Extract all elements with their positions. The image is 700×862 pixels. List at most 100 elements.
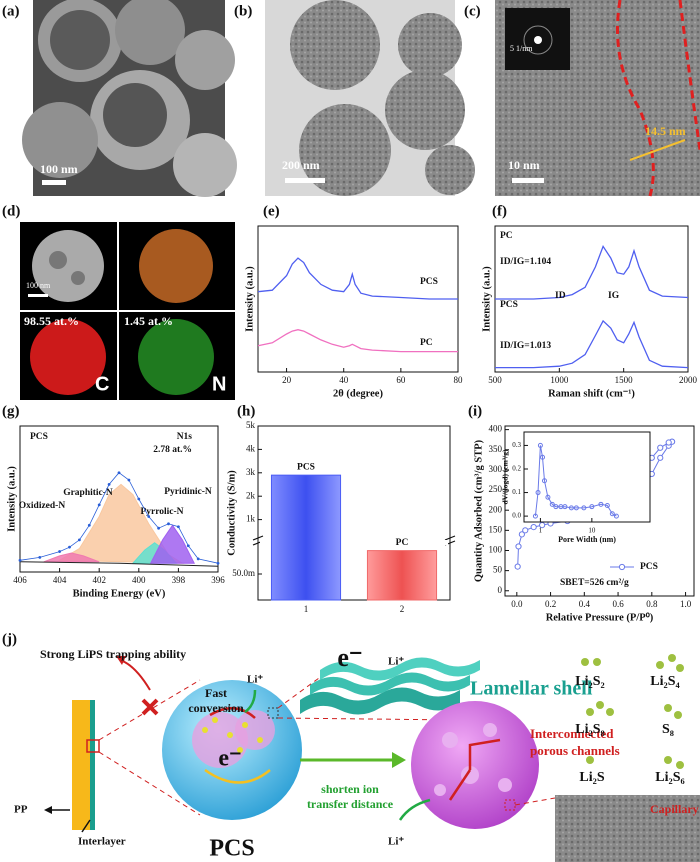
x-tick-label: 1500 [615, 375, 634, 385]
data-point [540, 454, 546, 460]
y-axis-label: Intensity (a.u.) [481, 266, 492, 332]
x-tick-label: 0.8 [646, 599, 658, 609]
data-line [257, 257, 458, 300]
panel-label: (f) [492, 203, 507, 219]
data-point [58, 550, 61, 553]
schematic-label: porous channels [530, 743, 620, 758]
annotation: ID/IG=1.013 [500, 341, 551, 351]
y-tick-label: 1k [246, 514, 256, 524]
x-tick-label: 402 [92, 575, 106, 585]
x-tick-label: 400 [132, 575, 146, 585]
series-label: PCS [500, 300, 518, 310]
legend-marker [618, 563, 626, 571]
data-point [216, 561, 220, 565]
data-point [598, 501, 604, 507]
schematic-label: PCS [209, 836, 254, 862]
panel-label: (d) [2, 203, 20, 219]
data-point [537, 442, 543, 448]
schematic-label: S₈ [662, 722, 674, 737]
element-label: C [95, 373, 109, 395]
data-point [657, 444, 664, 451]
y-tick-label: 200 [489, 504, 503, 514]
x-tick-label: 60 [396, 375, 406, 385]
panel-label: (i) [468, 403, 482, 419]
schematic [44, 654, 700, 862]
y-tick-label: 400 [489, 424, 503, 434]
schematic-label: Li⁺ [247, 674, 263, 686]
schematic-label: Li₂S₂ [575, 674, 604, 689]
x-tick-label: 20 [282, 375, 292, 385]
y-tick-label: 2k [246, 490, 256, 500]
x-tick-label: 398 [172, 575, 186, 585]
y-tick-label: 3k [246, 467, 256, 477]
schematic-label: conversion [188, 701, 244, 715]
x-tick-label: 80 [454, 375, 464, 385]
data-point [535, 490, 541, 496]
data-point [522, 527, 529, 534]
schematic-label: Capillary [650, 802, 699, 816]
x-axis-label: 2θ (degree) [333, 388, 383, 399]
x-tick-label: 2000 [679, 375, 698, 385]
panel-label: (h) [237, 403, 255, 419]
data-point [107, 483, 111, 486]
x-tick-label: 1 [304, 604, 309, 614]
x-axis-label: Binding Energy (eV) [73, 588, 166, 599]
schematic-label: Interlayer [78, 836, 126, 848]
y-axis-label: dV/(logd) (cm³/g) [501, 449, 510, 504]
scale-bar-label: 200 nm [282, 158, 320, 172]
bar-label: PCS [297, 462, 315, 472]
annotation: PCS [30, 432, 48, 442]
data-point [665, 439, 672, 446]
data-point [157, 526, 161, 530]
element-content: 1.45 at.% [124, 314, 173, 328]
data-point [515, 543, 522, 550]
series-label: PCS [420, 277, 438, 287]
data-point [196, 557, 200, 561]
annotation: 2.78 at.% [153, 445, 192, 455]
y-tick-label: 50.0m [232, 568, 255, 578]
axes-frame [523, 431, 651, 523]
peak-label: Oxidized-N [19, 501, 66, 511]
schematic-label: Strong LiPS trapping ability [40, 647, 186, 661]
inset-background [524, 432, 650, 522]
x-tick-label: 0.0 [511, 599, 523, 609]
panel-label: (c) [464, 3, 481, 19]
sem-image [22, 0, 237, 197]
background-line [19, 561, 219, 567]
axes-frame [257, 425, 451, 601]
data-point [657, 454, 664, 461]
panel-label: (a) [2, 3, 20, 19]
y-tick-label: 4k [246, 443, 256, 453]
annotation: IG [608, 291, 620, 301]
peak-label: Pyrrolic-N [140, 507, 183, 517]
peak-area [149, 524, 196, 564]
data-point [549, 501, 555, 507]
thickness-label: 14.5 nm [645, 124, 686, 138]
data-point [609, 511, 615, 517]
bar [270, 474, 342, 601]
peak-label: Graphitic-N [63, 488, 113, 498]
data-point [127, 478, 131, 482]
y-tick-label: 350 [489, 444, 503, 454]
x-tick-label: 2 [400, 604, 405, 614]
x-tick-label: 1.0 [680, 599, 692, 609]
data-line [19, 472, 219, 564]
schematic-label: Interconnected [530, 726, 614, 741]
schematic-label: PP [14, 804, 28, 816]
schematic-label: Li₂S₄ [650, 674, 680, 689]
annotation: SBET=526 cm²/g [560, 578, 629, 588]
x-axis-label: Pore Width (nm) [558, 535, 616, 544]
element-label: N [212, 373, 226, 395]
tem-image [265, 0, 475, 196]
data-point [186, 544, 190, 548]
data-point [541, 478, 547, 484]
element-content: 98.55 at.% [24, 314, 79, 328]
y-tick-label: 150 [489, 524, 503, 534]
data-point [581, 505, 587, 511]
x-tick-label: 396 [211, 575, 225, 585]
y-tick-label: 0.1 [512, 488, 521, 496]
scale-bar-label: 10 nm [508, 158, 540, 172]
data-line [495, 244, 689, 300]
peak-area [43, 552, 100, 563]
